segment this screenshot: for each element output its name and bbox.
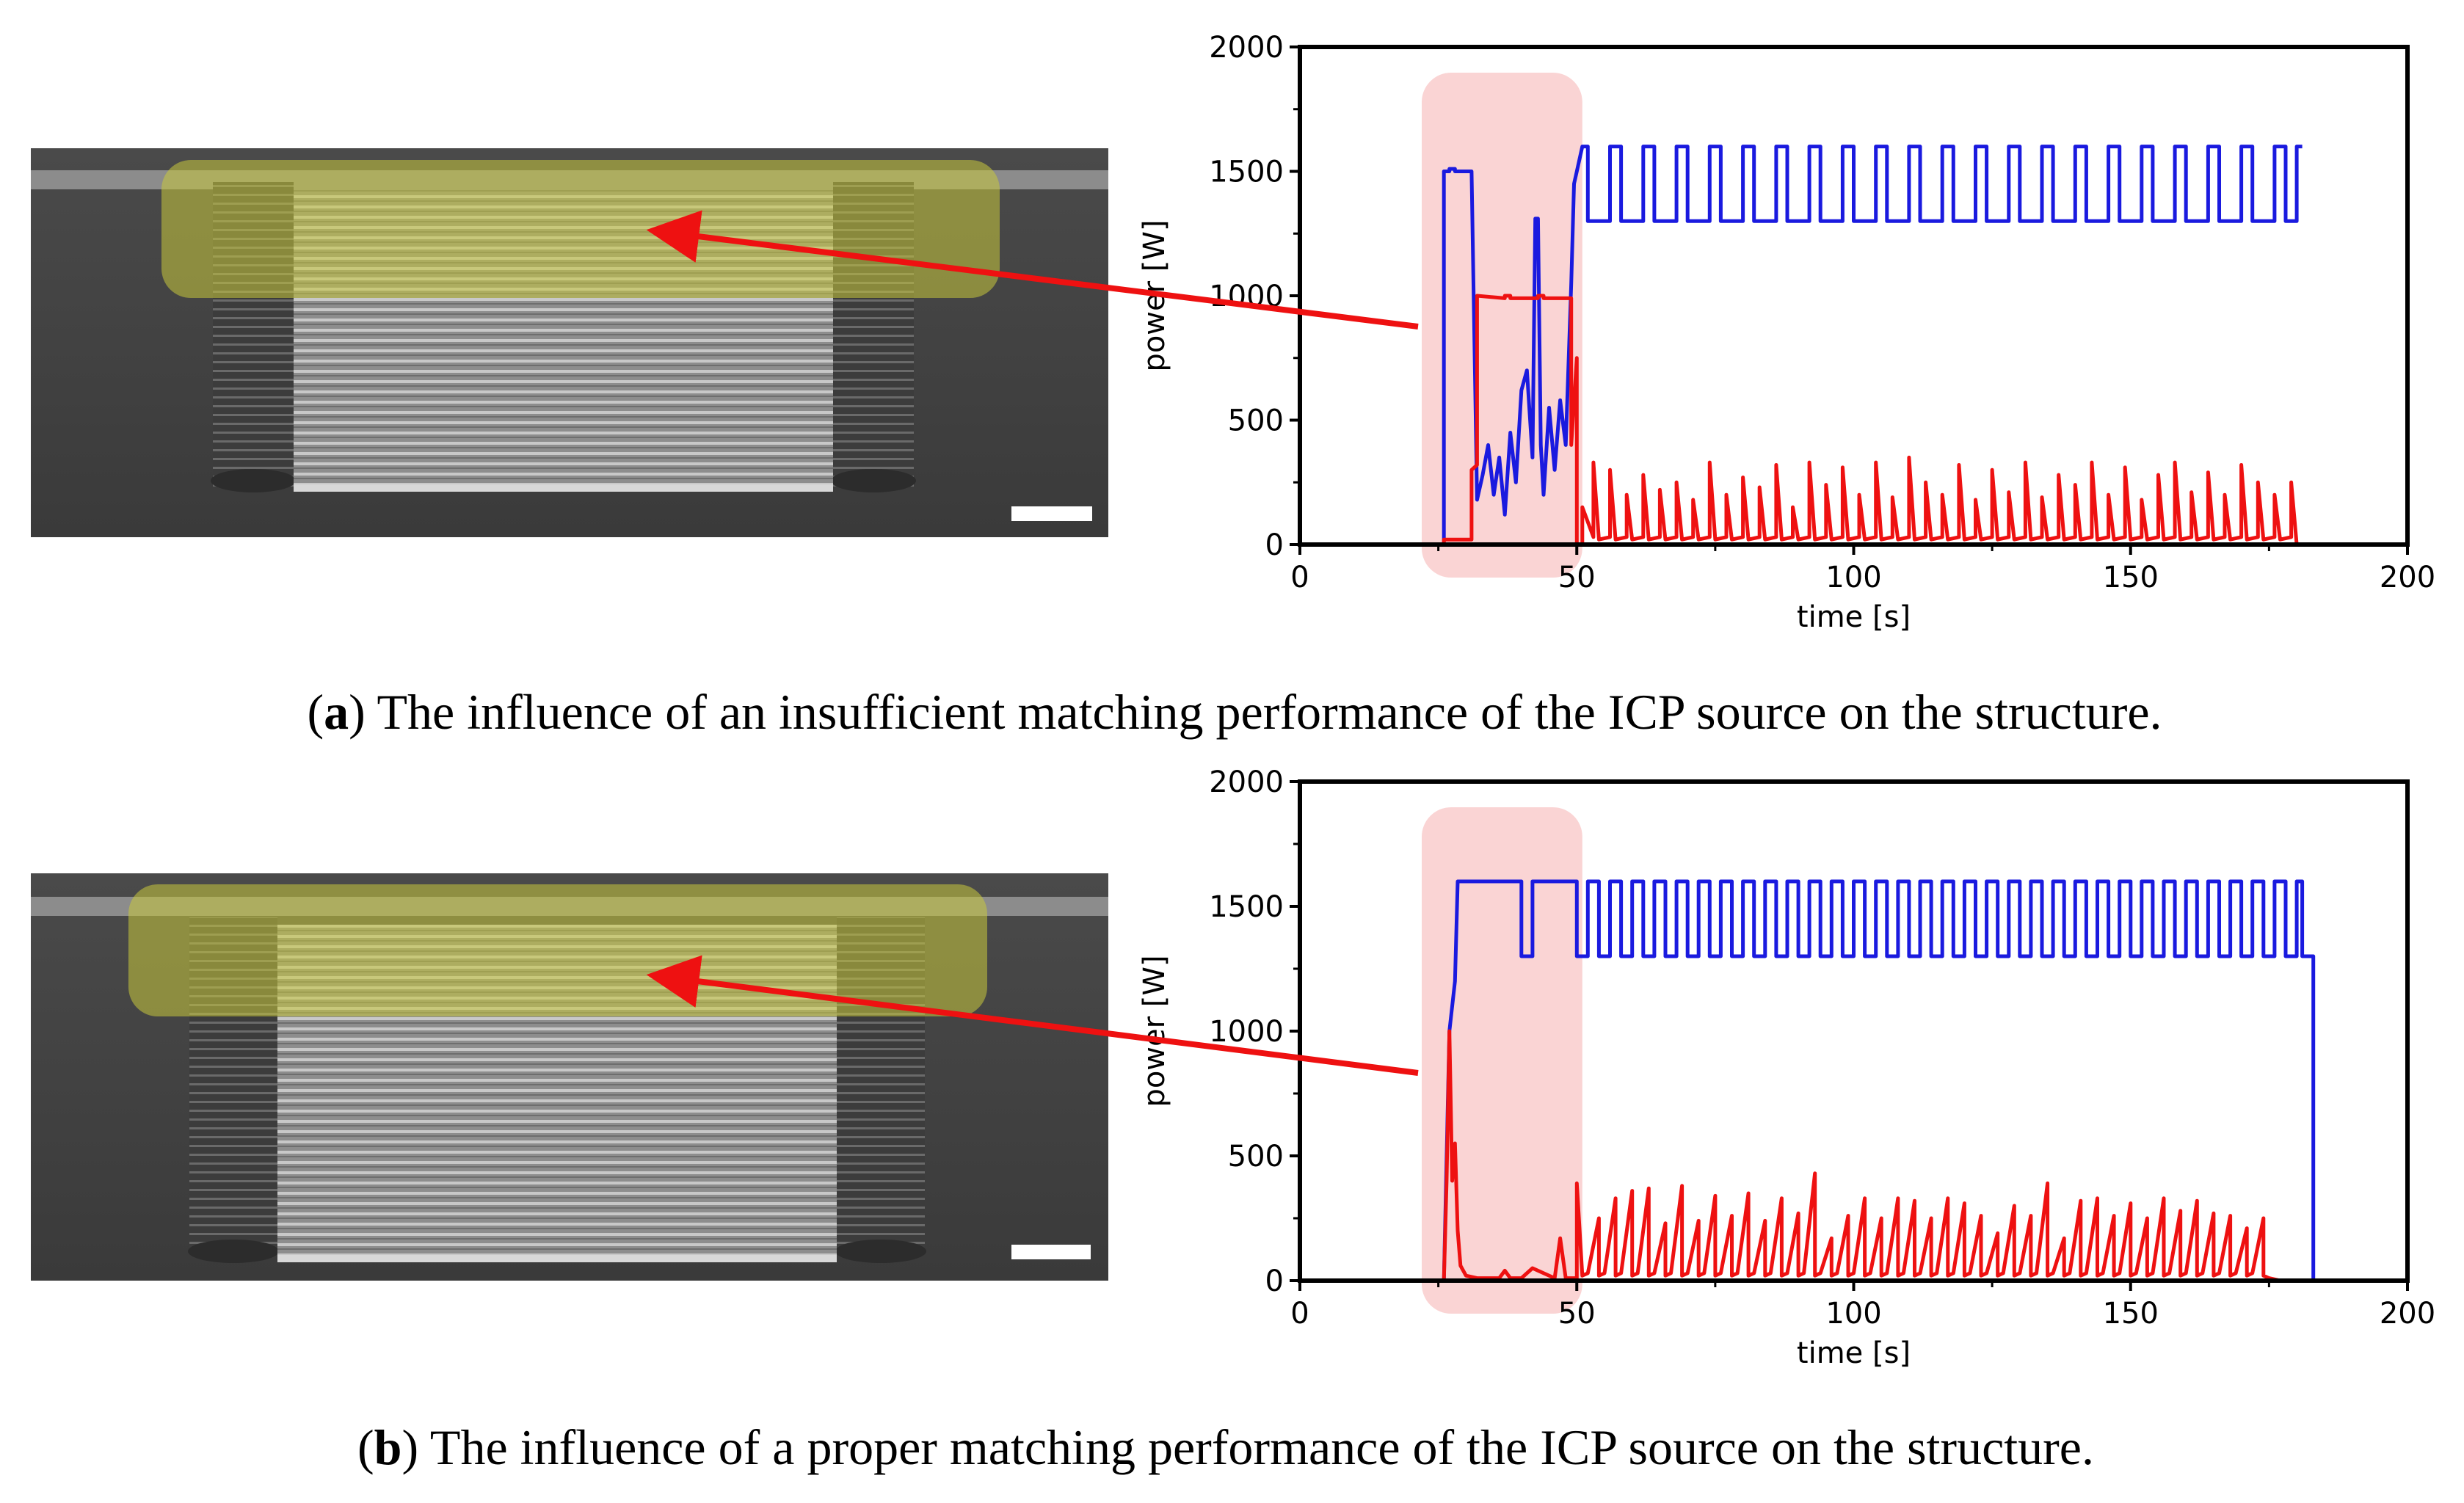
x-tick-label-a: 100 <box>1825 561 1881 594</box>
x-tick-label-a: 0 <box>1290 561 1309 594</box>
series-forward-power-b <box>1442 879 2316 1281</box>
x-tick-label-b: 0 <box>1290 1297 1309 1331</box>
caption-letter-b: b <box>374 1419 402 1475</box>
x-tick-label-b: 200 <box>2380 1297 2435 1331</box>
series-forward-power-a <box>1438 145 2303 547</box>
sem-highlight-a <box>161 160 1000 298</box>
y-tick-label-b: 1000 <box>1209 1015 1284 1049</box>
series-reflected-power-a <box>1422 294 2303 547</box>
arrow-b <box>646 955 1419 1076</box>
x-tick-label-b: 150 <box>2103 1297 2159 1331</box>
caption-text-a: The influence of an insufficient matchin… <box>377 684 2162 740</box>
y-tick-label-b: 500 <box>1228 1140 1284 1173</box>
x-axis-label-a: time [s] <box>1797 600 1911 634</box>
x-axis-label-b: time [s] <box>1797 1336 1911 1370</box>
scale-bar-b <box>1011 1245 1091 1259</box>
arrow-a <box>646 210 1419 330</box>
sem-highlight-b <box>128 884 987 1016</box>
y-tick-label-b: 1500 <box>1209 890 1284 924</box>
caption-a: (a) The influence of an insufficient mat… <box>307 684 2162 740</box>
highlight-region-b <box>1421 807 1582 1314</box>
x-tick-label-b: 50 <box>1558 1297 1596 1331</box>
y-tick-label-a: 2000 <box>1209 31 1284 65</box>
caption-text-b: The influence of a proper matching perfo… <box>430 1419 2094 1475</box>
y-tick-label-b: 2000 <box>1209 765 1284 799</box>
x-tick-label-b: 100 <box>1825 1297 1881 1331</box>
scale-bar-a <box>1011 506 1092 521</box>
y-tick-label-b: 0 <box>1265 1264 1284 1298</box>
series-reflected-power-b <box>1422 1029 2281 1283</box>
y-tick-label-a: 0 <box>1265 528 1284 562</box>
y-tick-label-a: 500 <box>1228 404 1284 438</box>
x-tick-label-a: 50 <box>1558 561 1596 594</box>
caption-letter-a: a <box>324 684 349 740</box>
x-tick-label-a: 150 <box>2103 561 2159 594</box>
caption-b: (b) The influence of a proper matching p… <box>357 1419 2094 1475</box>
y-tick-label-a: 1500 <box>1209 156 1284 189</box>
x-tick-label-a: 200 <box>2380 561 2435 594</box>
y-axis-label-b: power [W] <box>1138 955 1171 1107</box>
